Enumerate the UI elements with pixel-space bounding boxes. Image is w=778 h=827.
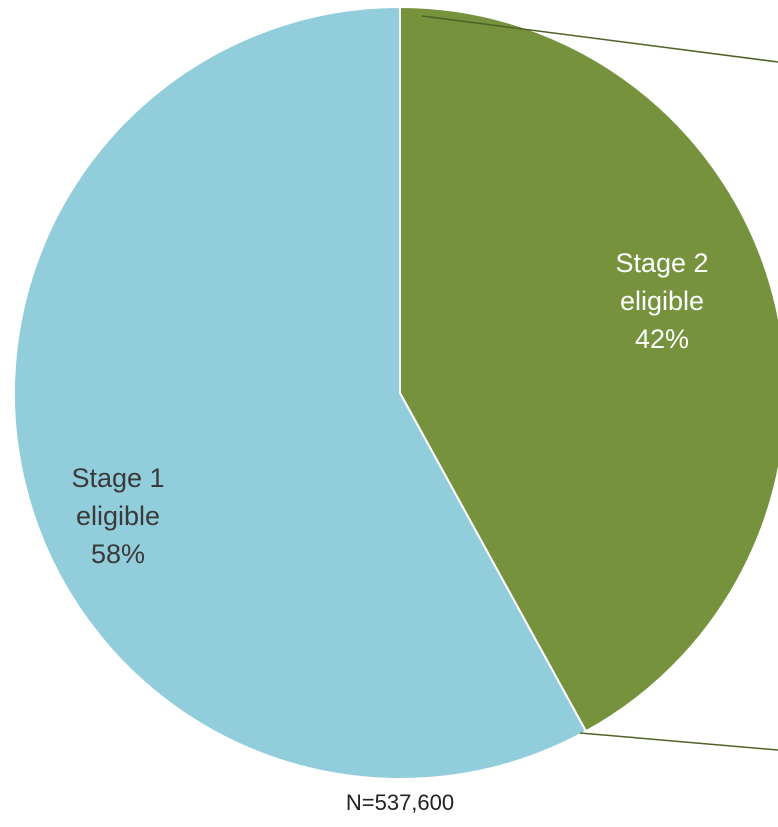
leader-line-bottom: [579, 732, 778, 751]
slice-label-1: Stage 2 eligible 42%: [615, 248, 708, 354]
pie-slice-2: [13, 5, 588, 780]
pie-slices: [13, 5, 778, 780]
slice-labels: Stage 2 eligible 42% Stage 1 eligible 58%: [71, 248, 708, 569]
slice-label-2: Stage 1 eligible 58%: [71, 463, 164, 569]
leader-lines: [421, 15, 778, 751]
pie-slice-1: [399, 5, 778, 733]
sample-size-label: N=537,600: [346, 790, 454, 815]
leader-line-top: [421, 15, 778, 63]
